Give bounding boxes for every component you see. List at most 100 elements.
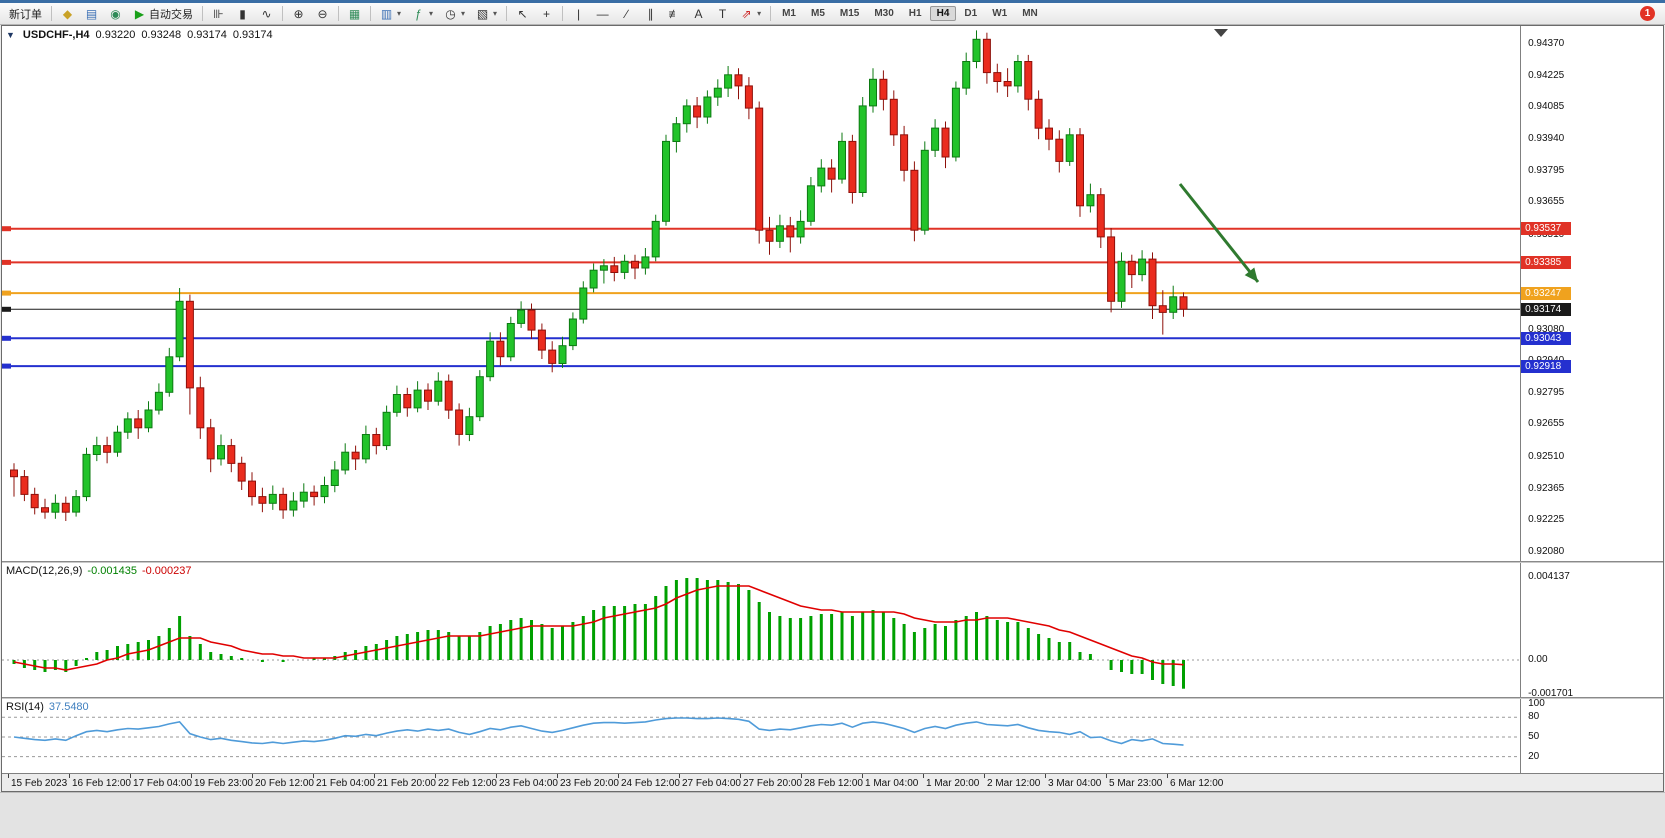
market-watch-icon: ▤ — [85, 6, 98, 21]
label-button[interactable]: T — [711, 5, 734, 23]
time-tick — [1106, 774, 1107, 778]
timeframe-M1[interactable]: M1 — [782, 8, 796, 19]
panel-splitter[interactable] — [2, 561, 1663, 563]
price-axis-label: 0.92080 — [1528, 546, 1565, 558]
time-axis-label: 15 Feb 2023 — [11, 778, 68, 789]
candlestick-button[interactable]: ▮ — [231, 5, 254, 23]
zoom-out-button[interactable]: ⊖ — [311, 5, 334, 23]
trend-arrow-annotation — [1178, 183, 1260, 283]
bar-chart-icon: ⊪ — [213, 6, 224, 21]
toolbar-separator — [202, 6, 203, 21]
toolbar-separator — [338, 6, 339, 21]
timeframe-H1[interactable]: H1 — [908, 8, 922, 19]
macd-panel-row: MACD(12,26,9) -0.001435 -0.000237 0.0041… — [2, 563, 1663, 697]
price-tag: 0.93385 — [1521, 255, 1572, 269]
timeframe-W1[interactable]: W1 — [992, 8, 1008, 19]
chart-high: 0.93248 — [141, 29, 182, 41]
macd-plot[interactable]: MACD(12,26,9) -0.001435 -0.000237 — [2, 563, 1521, 697]
auto-trading-play-icon: ▶ — [134, 6, 145, 21]
rsi-axis-label: 20 — [1528, 750, 1540, 762]
indicators-button[interactable]: ƒ ▾ — [407, 5, 438, 23]
fibonacci-button[interactable]: ≢ — [663, 5, 686, 23]
toolbar-separator — [506, 6, 508, 21]
price-tag: 0.93537 — [1521, 222, 1572, 236]
dropdown-arrow-icon: ▾ — [493, 9, 498, 18]
channel-button[interactable]: ∥ — [639, 5, 662, 23]
time-axis-label: 23 Feb 04:00 — [499, 778, 558, 789]
line-chart-icon: ∿ — [261, 6, 272, 21]
vertical-line-button[interactable]: | — [567, 5, 590, 23]
templates-button[interactable]: ▧ ▾ — [471, 5, 502, 23]
chart-window: ▼ USDCHF-,H4 0.93220 0.93248 0.93174 0.9… — [1, 25, 1664, 792]
time-axis-label: 1 Mar 20:00 — [926, 778, 980, 789]
price-axis-label: 0.92795 — [1528, 387, 1565, 399]
chart-shift-marker — [1214, 29, 1228, 37]
macd-axis-label: 0.004137 — [1528, 571, 1570, 583]
dropdown-arrow-icon: ▾ — [429, 9, 434, 18]
price-axis-label: 0.92655 — [1528, 418, 1565, 430]
text-button[interactable]: A — [687, 5, 710, 23]
rsi-indicator-label: RSI(14) 37.5480 — [6, 701, 89, 713]
trendline-icon: ∕ — [625, 6, 628, 21]
new-chart-button[interactable]: ▥ ▾ — [375, 5, 406, 23]
macd-chart — [2, 578, 1521, 689]
time-tick — [252, 774, 253, 778]
time-axis-label: 6 Mar 12:00 — [1170, 778, 1224, 789]
macd-axis: 0.004137 0.00 -0.001701 — [1520, 563, 1663, 697]
zoom-in-button[interactable]: ⊕ — [287, 5, 310, 23]
dropdown-arrow-icon: ▾ — [397, 9, 402, 18]
tile-windows-button[interactable]: ▦ — [343, 5, 366, 23]
time-axis-label: 23 Feb 20:00 — [560, 778, 619, 789]
time-axis-label: 2 Mar 12:00 — [987, 778, 1041, 789]
price-axis-label: 0.93655 — [1528, 196, 1565, 208]
rsi-axis-label: 50 — [1528, 730, 1540, 742]
time-tick — [1167, 774, 1168, 778]
main-chart-row: ▼ USDCHF-,H4 0.93220 0.93248 0.93174 0.9… — [2, 26, 1663, 561]
toolbar: 新订单 ◆ ▤ ◉ ▶ 自动交易 ⊪ ▮ ∿ ⊕ ⊖ ▦ ▥ ▾ ƒ ▾ ◷ ▾ ▧ ▾… — [0, 3, 1665, 25]
periods-clock-icon: ◷ — [445, 6, 456, 21]
crosshair-button[interactable]: + — [535, 5, 558, 23]
notification-badge[interactable]: 1 — [1640, 6, 1655, 21]
rsi-axis: 100 80 50 20 — [1520, 699, 1663, 773]
arrows-button[interactable]: ⇗ ▾ — [735, 5, 766, 23]
periods-button[interactable]: ◷ ▾ — [439, 5, 470, 23]
timeframe-M5[interactable]: M5 — [810, 8, 825, 19]
candlestick-icon: ▮ — [239, 6, 246, 21]
time-tick — [557, 774, 558, 778]
time-axis-label: 21 Feb 04:00 — [316, 778, 375, 789]
bar-chart-button[interactable]: ⊪ — [207, 5, 230, 23]
navigator-icon: ◉ — [110, 6, 121, 21]
line-chart-button[interactable]: ∿ — [255, 5, 278, 23]
timeframe-H4[interactable]: H4 — [929, 6, 957, 21]
collapse-icon[interactable]: ▼ — [6, 30, 15, 40]
main-chart-plot[interactable]: ▼ USDCHF-,H4 0.93220 0.93248 0.93174 0.9… — [2, 26, 1521, 561]
panel-splitter[interactable] — [2, 697, 1663, 699]
time-tick — [374, 774, 375, 778]
market-watch-button[interactable]: ▤ — [80, 5, 103, 23]
chart-low: 0.93174 — [187, 29, 227, 41]
time-axis-label: 20 Feb 12:00 — [255, 778, 314, 789]
timeframe-M15[interactable]: M15 — [839, 8, 860, 19]
fibonacci-icon: ≢ — [668, 6, 681, 21]
dropdown-arrow-icon: ▾ — [461, 9, 466, 18]
rsi-plot[interactable]: RSI(14) 37.5480 — [2, 699, 1521, 773]
time-tick — [130, 774, 131, 778]
timeframe-D1[interactable]: D1 — [964, 8, 978, 19]
trendline-button[interactable]: ∕ — [615, 5, 638, 23]
new-order-button[interactable]: 新订单 — [4, 5, 47, 23]
time-tick — [984, 774, 985, 778]
cursor-button[interactable]: ↖ — [511, 5, 534, 23]
metaeditor-button[interactable]: ◆ — [56, 5, 79, 23]
timeframe-M30[interactable]: M30 — [874, 8, 894, 19]
time-axis-label: 28 Feb 12:00 — [804, 778, 863, 789]
auto-trading-button[interactable]: ▶ 自动交易 — [128, 5, 198, 23]
timeframe-MN[interactable]: MN — [1022, 8, 1038, 19]
time-axis-label: 1 Mar 04:00 — [865, 778, 919, 789]
time-tick — [618, 774, 619, 778]
navigator-button[interactable]: ◉ — [104, 5, 127, 23]
horizontal-line-button[interactable]: — — [591, 5, 614, 23]
time-axis[interactable]: 15 Feb 2023 16 Feb 12:00 17 Feb 04:00 19 Fe… — [2, 773, 1663, 791]
time-tick — [1045, 774, 1046, 778]
rsi-chart — [2, 716, 1521, 758]
